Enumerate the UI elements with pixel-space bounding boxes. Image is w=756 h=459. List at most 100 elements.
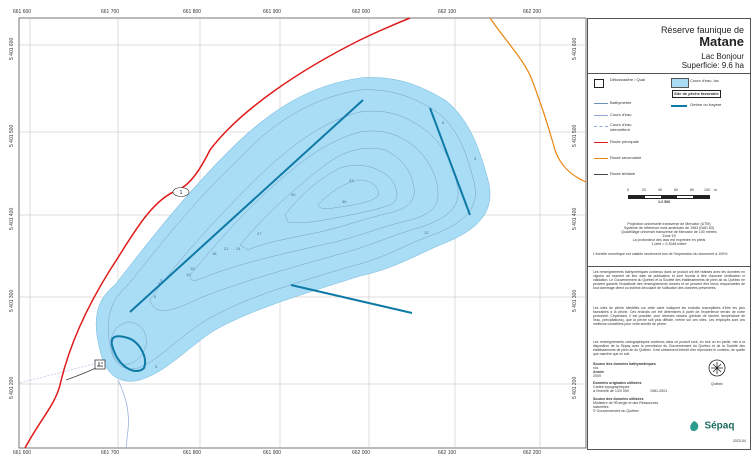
easting-label: 661 800 — [183, 9, 202, 15]
scale-tick: 100 — [704, 188, 710, 192]
scale-unit: m — [714, 188, 717, 192]
svg-text:1: 1 — [180, 190, 183, 196]
easting-label: 661 700 — [101, 9, 120, 15]
legend-bathymetry: Bathymétrie — [610, 100, 632, 105]
year-title: Année — [593, 370, 604, 374]
northing-label-right: 5 401 600 — [572, 37, 578, 60]
easting-label: 662 100 — [438, 9, 457, 15]
secondary-road-swatch — [594, 158, 608, 159]
depth-label: 33 — [349, 178, 354, 183]
scale-tick: 60 — [674, 188, 678, 192]
depth-label: 27 — [257, 231, 262, 236]
depth-label: 18 — [212, 251, 217, 256]
divider — [588, 266, 750, 267]
spawn-swatch — [671, 105, 687, 107]
scale-tick: 40 — [658, 188, 662, 192]
spawn-line — [429, 107, 471, 216]
legend-spawn: Ombre ou frayère — [690, 102, 722, 107]
depth-label: 30 — [291, 192, 296, 197]
road-marker: 1 — [172, 187, 190, 197]
easting-label-bottom: 661 800 — [183, 450, 202, 456]
easting-label: 662 200 — [523, 9, 542, 15]
legend-tertiary-road: Route tertiaire — [610, 171, 636, 176]
area-value: 9.6 ha — [721, 61, 744, 70]
depth-label: 3 — [160, 278, 163, 283]
northing-label: 5 401 500 — [9, 124, 15, 147]
projection-line: La profondeur des lacs est exprimée en p… — [632, 238, 706, 242]
easting-label-bottom: 662 200 — [523, 450, 542, 456]
stream — [117, 379, 129, 449]
reserve-name: Matane — [699, 34, 744, 49]
orig-data-title: Données originales utilisées — [593, 381, 642, 385]
source-line: Ministère de l'Énergie et des Ressources… — [593, 401, 659, 410]
easting-label-bottom: 661 600 — [13, 450, 32, 456]
easting-label: 661 900 — [263, 9, 282, 15]
easting-label: 661 600 — [13, 9, 32, 15]
depth-label: 3 — [155, 364, 158, 369]
area-label: Superficie: — [681, 61, 720, 70]
sepaq-icon — [690, 420, 699, 431]
year-value: 2009 — [593, 374, 601, 378]
publication-date: 2023-04 — [732, 439, 746, 443]
depth-label: 6 — [442, 120, 445, 125]
scale-tick: 0 — [627, 188, 629, 192]
sepaq-logo: Sépaq — [688, 417, 734, 435]
projection-line: Projection universelle transverse de Mer… — [627, 222, 711, 226]
orig-data-line: à l'échelle de 1/20 000 — [593, 389, 629, 393]
depth-label: 36 — [342, 199, 347, 204]
depth-label: 6 — [154, 294, 157, 299]
bathy-source-title: Source des données bathymétriques — [593, 362, 656, 366]
lake-area: Superficie: 9.6 ha — [682, 61, 744, 70]
legend-secondary-road: Route secondaire — [610, 155, 642, 160]
easting-label-bottom: 661 900 — [263, 450, 282, 456]
easting-label-bottom: 661 700 — [101, 450, 120, 456]
scale-tick: 20 — [642, 188, 646, 192]
legend-dock: Débarcadère / Quai — [610, 77, 645, 82]
fishing-sites-note: Les sites de pêche identifiés sur cette … — [593, 306, 745, 327]
primary-road-swatch — [594, 142, 608, 143]
projection-line: Zone 19 — [662, 234, 676, 238]
divider — [588, 73, 750, 74]
depth-label: 9 — [158, 281, 161, 286]
source-title: Source des données utilisées — [593, 397, 644, 401]
bathy-source-value: n/a — [593, 366, 598, 370]
easting-label: 662 000 — [352, 9, 371, 15]
orig-data-years: 1981-2001 — [650, 389, 668, 393]
depth-label: 12 — [186, 272, 191, 277]
projection-line: Système de référence nord-américain de 1… — [623, 226, 715, 230]
quebec-emblem-icon — [708, 359, 726, 377]
scale-note: L'échelle numérique est valable seulemen… — [593, 252, 728, 256]
spawn-line — [129, 99, 364, 313]
northing-label: 5 401 200 — [9, 376, 15, 399]
depth-label: 24 — [236, 246, 241, 251]
northing-label: 5 401 600 — [9, 37, 15, 60]
reserve-label: Réserve faunique de — [660, 25, 744, 35]
scale-tick: 80 — [690, 188, 694, 192]
northing-label-right: 5 401 300 — [572, 289, 578, 312]
dock-legend-icon — [594, 79, 604, 88]
northing-label: 5 401 300 — [9, 289, 15, 312]
legend-lake: Cours d'eau, lac — [690, 78, 719, 83]
intermittent-swatch — [594, 126, 608, 127]
bathymetry-disclaimer: Les renseignements bathymétriques conten… — [593, 270, 745, 291]
northing-label-right: 5 401 400 — [572, 207, 578, 230]
legend-stream-intermittent: Cours d'eau intermittent — [610, 122, 632, 132]
depth-label: 15 — [190, 266, 195, 271]
quebec-logo-text: Québec — [711, 382, 723, 386]
northing-label: 5 401 400 — [9, 207, 15, 230]
projection-line: 1 pied = 0,3048 mètre — [651, 242, 687, 246]
easting-label-bottom: 662 000 — [352, 450, 371, 456]
legend-stream: Cours d'eau — [610, 112, 632, 117]
lake-name: Lac Bonjour — [701, 52, 744, 61]
spawn-loop — [110, 335, 146, 373]
easting-label-bottom: 662 100 — [438, 450, 457, 456]
orig-data-line: Cartes topographiques — [593, 385, 630, 389]
depth-label: 21 — [224, 246, 229, 251]
depth-label: 3 — [474, 156, 477, 161]
stream-swatch — [594, 115, 608, 116]
scale-bar: 0 20 40 60 80 100 m 1:2 500 — [627, 188, 717, 215]
source-line: © Gouvernement du Québec — [593, 409, 639, 413]
lake-swatch — [671, 78, 689, 88]
bathymetry-swatch — [594, 103, 608, 104]
